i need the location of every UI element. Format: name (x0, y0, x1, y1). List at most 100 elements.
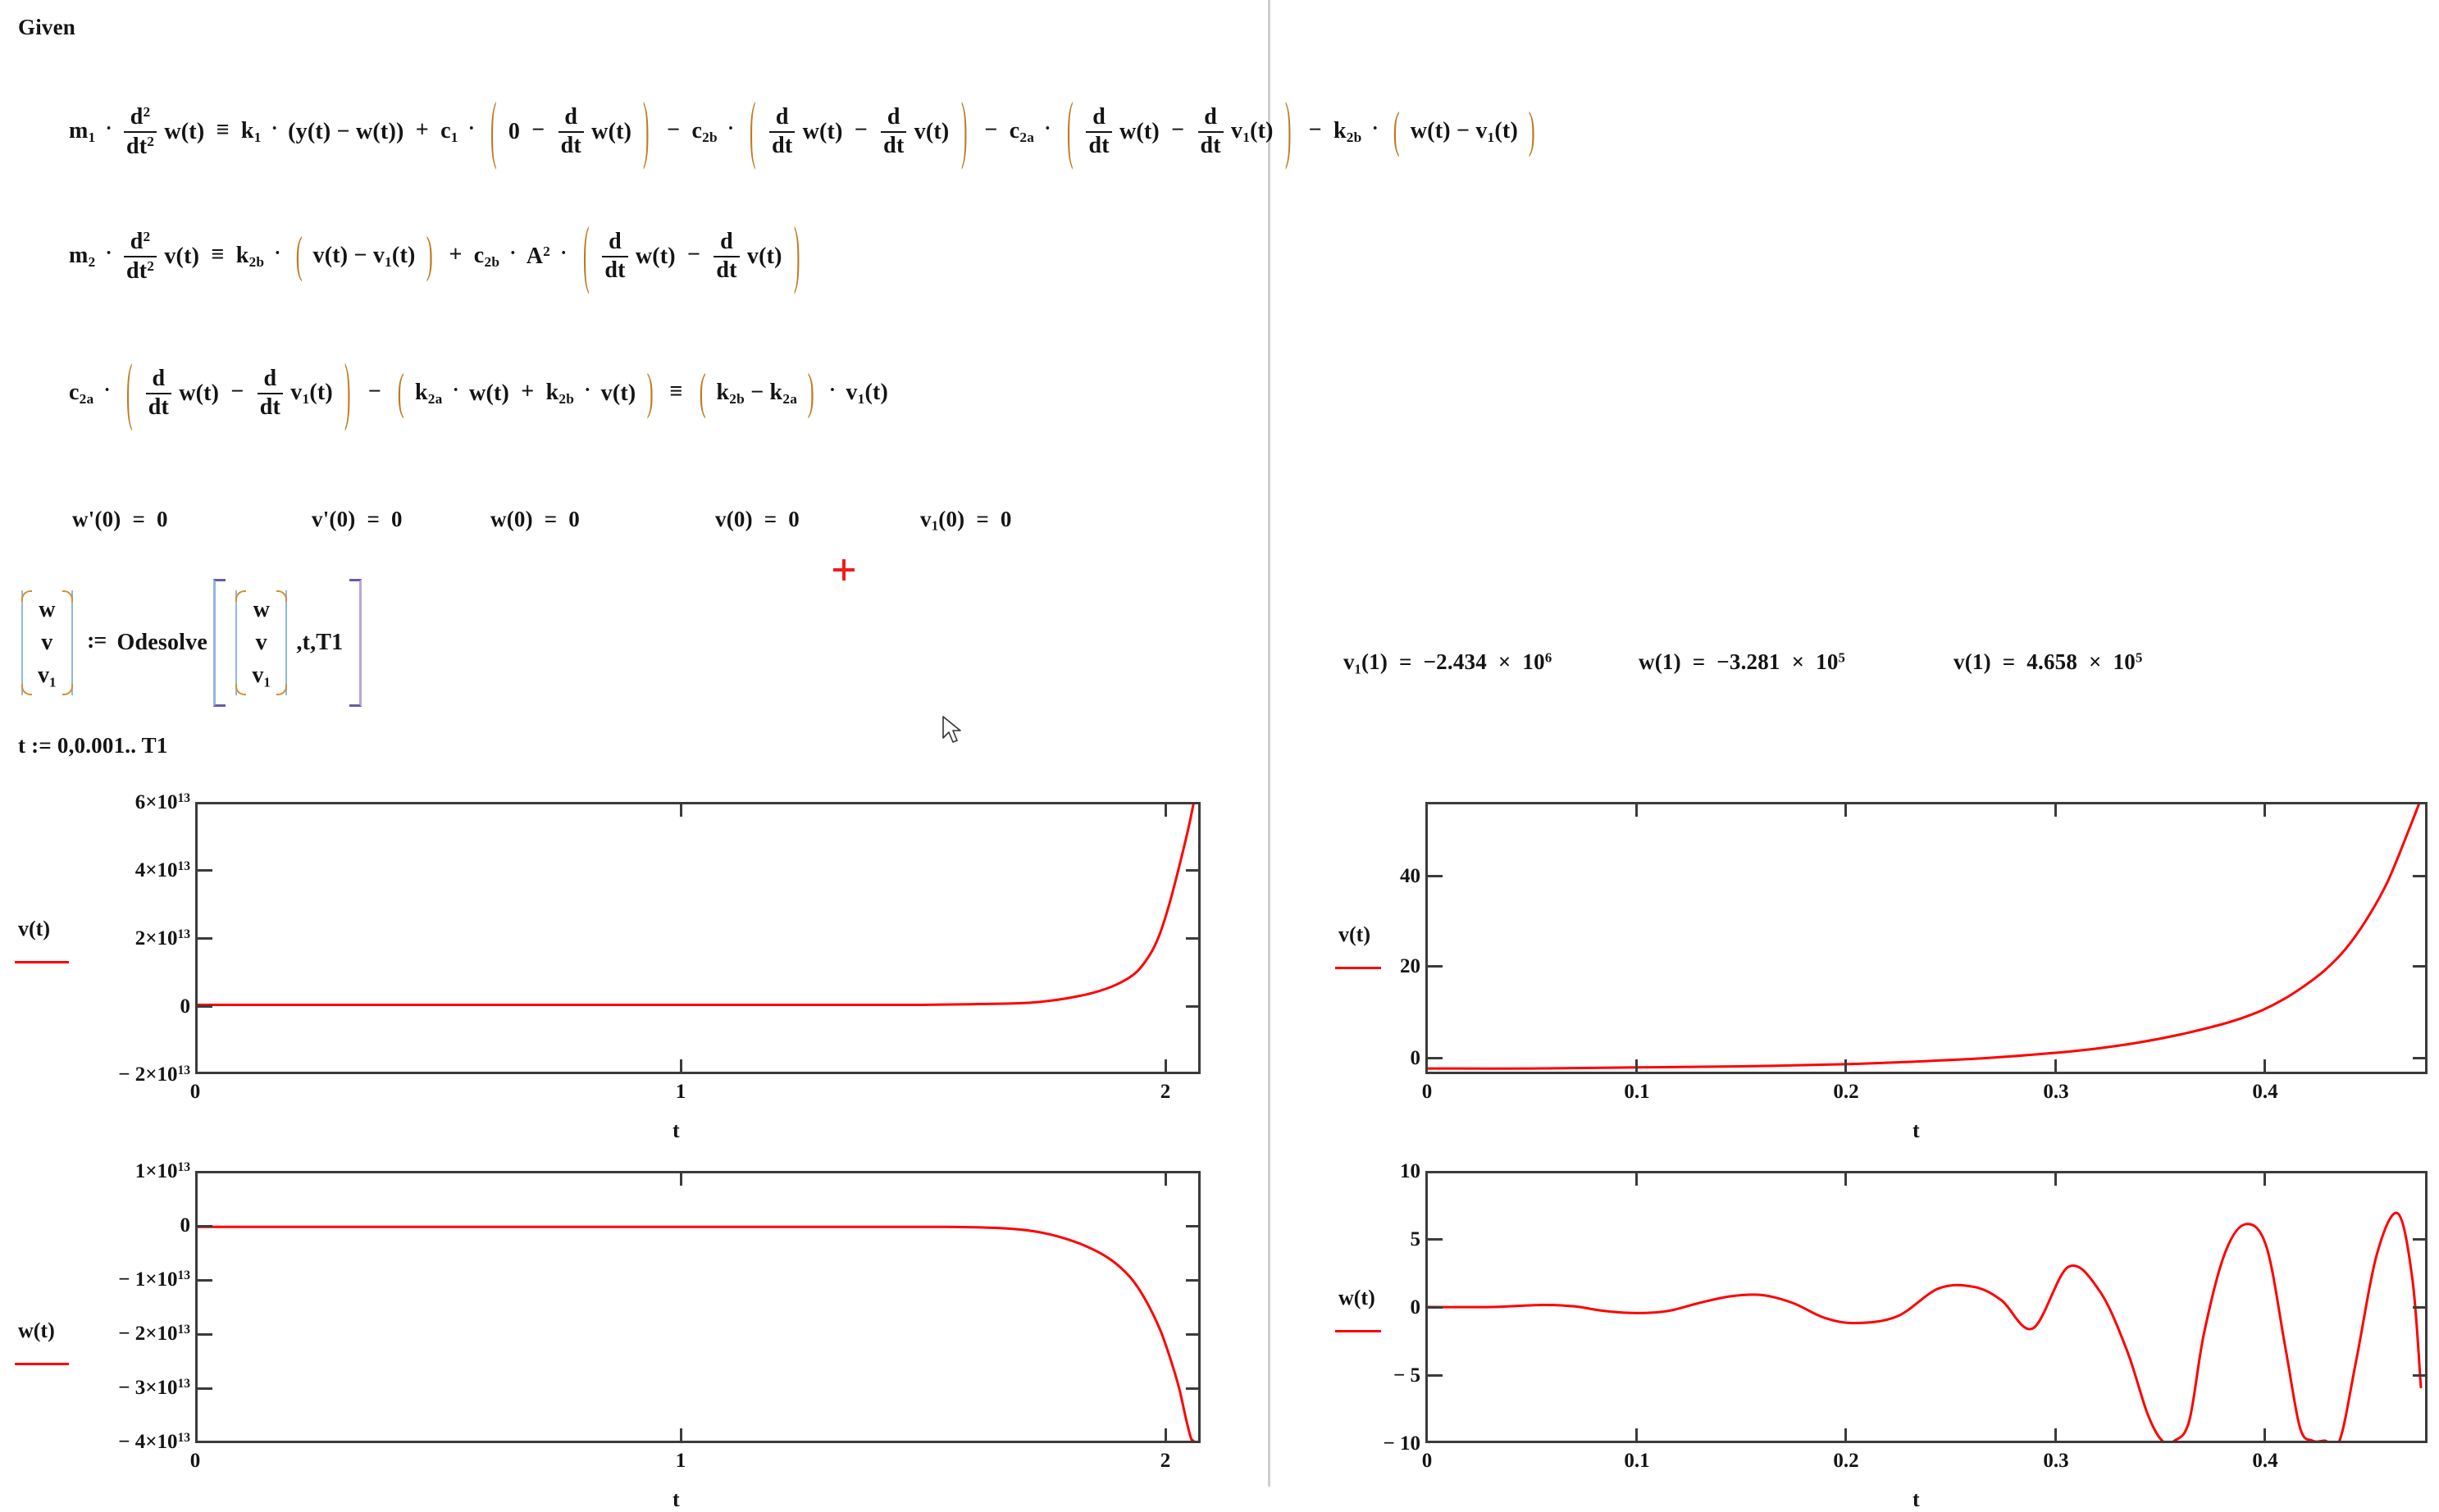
xtick-mark (680, 1171, 682, 1186)
ytick-label: − 2×1013 (118, 1323, 190, 1346)
result-base: 10 (1522, 649, 1545, 674)
vector-component-v1: v₁ (38, 663, 57, 688)
initial-condition-w-prime[interactable]: w'(0) = 0 (72, 507, 168, 532)
ytick-mark (2413, 1057, 2428, 1059)
xtick-label: 0 (189, 1450, 201, 1472)
ytick-label: − 5 (1393, 1364, 1420, 1387)
odesolve-function-name: Odesolve (116, 630, 207, 655)
initial-condition-v-prime[interactable]: v'(0) = 0 (312, 507, 403, 532)
lhs-solution-vector: w v v₁ (18, 590, 76, 695)
crosshair-vertical-bar (842, 559, 846, 581)
ytick-mark (1186, 1225, 1201, 1227)
xtick-label: 0.1 (1624, 1081, 1650, 1103)
range-variable-definition[interactable]: t := 0,0.001.. T1 (18, 733, 168, 758)
equation-3[interactable]: c2a · ( d dt w(t) − d dt v1(t) ) − ( k2a ·… (69, 349, 889, 435)
ytick-label: 2×1013 (134, 927, 190, 950)
x-axis-title: t (1912, 1118, 1920, 1142)
second-derivative-operator: d2 dt2 (123, 105, 157, 158)
result-label: w(1) (1639, 649, 1681, 674)
ytick-label: 1×1013 (134, 1160, 190, 1183)
xtick-label: 0.3 (2043, 1450, 2069, 1472)
given-keyword: Given (18, 15, 76, 39)
result-v1-at-1[interactable]: v₁(1) = −2.434 × 106 (1343, 649, 1552, 675)
ytick-mark (1186, 937, 1201, 940)
ytick-label: − 4×1013 (118, 1431, 190, 1454)
xtick-mark (1844, 1059, 1847, 1074)
ic-eq: = (132, 507, 146, 531)
ic-fn: w' (72, 507, 95, 531)
initial-condition-v[interactable]: v(0) = 0 (715, 507, 800, 532)
odesolve-expression[interactable]: w v v₁ := Odesolve w v v₁ ,t,T1 (18, 579, 362, 707)
initial-condition-v1[interactable]: v1(0) = 0 (920, 507, 1012, 535)
ytick-mark (1428, 1238, 1443, 1241)
xtick-mark (1165, 1171, 1167, 1186)
ic-eq: = (976, 507, 989, 531)
ic-eq: = (367, 507, 381, 531)
ytick-mark (198, 1225, 212, 1227)
ytick-mark (1428, 1374, 1443, 1377)
equation-1[interactable]: m1 · d2 dt2 w(t) ≡ k1 · (y(t) − w(t)) + c… (69, 89, 1540, 172)
ytick-mark (1186, 1387, 1201, 1390)
xtick-label: 0.4 (2252, 1450, 2278, 1472)
ic-eq: = (544, 507, 558, 531)
ytick-label: 0 (180, 1214, 191, 1236)
chart-w-left-plot-area[interactable] (195, 1171, 1201, 1443)
chart-v-left-plot-area[interactable] (195, 802, 1201, 1074)
xtick-label: 1 (675, 1450, 686, 1472)
legend-color-swatch (15, 1363, 69, 1365)
chart-v-right-plot-area[interactable] (1425, 802, 2428, 1074)
vector-component-w: w (253, 597, 270, 622)
x-axis-title: t (672, 1487, 680, 1511)
x-axis-title: t (1912, 1487, 1920, 1511)
vector-component-w: w (39, 597, 56, 622)
result-w-at-1[interactable]: w(1) = −3.281 × 105 (1639, 649, 1845, 675)
xtick-mark (1635, 1059, 1638, 1074)
ytick-label: − 10 (1383, 1432, 1421, 1455)
ic-fn: v' (312, 507, 330, 531)
xtick-mark (2054, 1428, 2057, 1443)
xtick-label: 0.2 (1833, 1081, 1859, 1103)
close-paren: ) (643, 88, 650, 173)
result-mantissa: −3.281 (1716, 649, 1780, 674)
ytick-mark (2413, 1374, 2428, 1377)
result-times: × (1791, 649, 1805, 674)
ic-arg: (0) (506, 507, 533, 531)
ytick-mark (198, 1333, 212, 1336)
ytick-mark (1186, 1333, 1201, 1336)
result-exponent: 6 (1544, 649, 1552, 666)
xtick-label: 0.4 (2252, 1081, 2278, 1103)
xtick-mark (2054, 1059, 2057, 1074)
ytick-mark (1186, 1005, 1201, 1008)
ic-sub: 1 (931, 517, 939, 534)
open-paren: ( (490, 88, 497, 173)
result-v-at-1[interactable]: v(1) = 4.658 × 105 (1953, 649, 2143, 675)
chart-w-right-plot-area[interactable] (1425, 1171, 2428, 1443)
ytick-label: 0 (180, 995, 191, 1018)
mouse-arrow-pointer (941, 715, 966, 752)
x-axis-title: t (672, 1118, 680, 1142)
ytick-label: 20 (1400, 955, 1420, 977)
ytick-mark (1186, 1279, 1201, 1282)
result-mantissa: −2.434 (1423, 649, 1487, 674)
result-label: v₁(1) (1343, 649, 1388, 674)
result-equals: = (1399, 649, 1412, 674)
xtick-label: 1 (675, 1081, 686, 1103)
result-label: v(1) (1953, 649, 1991, 674)
result-times: × (2089, 649, 2102, 674)
ytick-mark (1428, 875, 1443, 877)
xtick-label: 0.1 (1624, 1450, 1650, 1472)
equation-2[interactable]: m2 · d2 dt2 v(t) ≡ k2b · ( v(t) − v1(t) )… (69, 212, 800, 298)
red-crosshair-cursor (833, 559, 855, 581)
ytick-label: − 3×1013 (118, 1377, 190, 1400)
xtick-mark (1844, 1171, 1847, 1186)
eq1-m1: m1 (69, 117, 96, 145)
initial-condition-w[interactable]: w(0) = 0 (490, 507, 580, 532)
ytick-label: − 1×1013 (118, 1268, 190, 1291)
ic-fn: v (920, 507, 932, 531)
xtick-mark (680, 802, 682, 817)
ic-fn: v (715, 507, 727, 531)
ytick-mark (2413, 875, 2428, 877)
xtick-mark (2263, 1428, 2266, 1443)
ytick-mark (198, 937, 212, 940)
result-equals: = (1692, 649, 1706, 674)
